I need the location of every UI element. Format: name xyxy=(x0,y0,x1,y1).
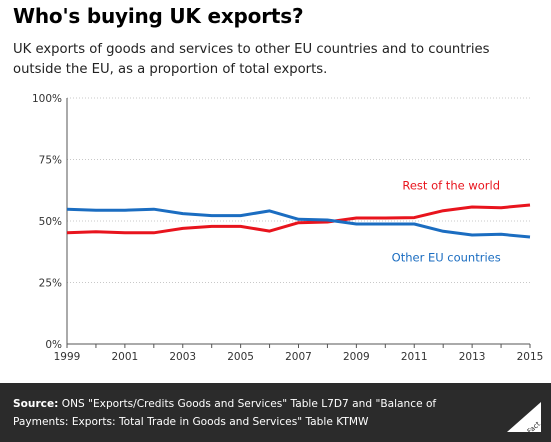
x-tick-label: 2013 xyxy=(459,351,486,363)
series-label-other-eu: Other EU countries xyxy=(392,250,501,264)
line-chart: 0% 25% 50% 75% 100% 1999 2001 2003 2005 2007 2009 2… xyxy=(32,93,544,363)
series-line-rest-of-world xyxy=(66,203,531,235)
x-tick-label: 2005 xyxy=(227,351,254,363)
x-tick-label: 2007 xyxy=(285,351,312,363)
x-tick-label: 2015 xyxy=(517,351,544,363)
full-fact-logo: Full Fact xyxy=(507,402,542,438)
x-tick-label: 2009 xyxy=(343,351,370,363)
source-note: Source: ONS "Exports/Credits Goods and S… xyxy=(13,395,483,431)
x-tick-label: 1999 xyxy=(54,351,81,363)
y-tick-label: 50% xyxy=(39,216,62,228)
y-tick-label: 75% xyxy=(39,155,62,167)
chart-subtitle: UK exports of goods and services to othe… xyxy=(13,42,490,77)
source-footer: Source: ONS "Exports/Credits Goods and S… xyxy=(0,383,551,442)
y-tick-label: 25% xyxy=(39,278,62,290)
x-tick-label: 2003 xyxy=(169,351,196,363)
x-tick-label: 2001 xyxy=(112,351,139,363)
series-label-rest-of-world: Rest of the world xyxy=(402,179,500,193)
y-tick-label: 0% xyxy=(45,339,62,351)
series-line-other-eu xyxy=(66,207,531,239)
chart-title: Who's buying UK exports? xyxy=(13,4,304,28)
source-label: Source: xyxy=(13,398,59,410)
x-tick-label: 2011 xyxy=(401,351,428,363)
source-text: ONS "Exports/Credits Goods and Services"… xyxy=(13,398,437,428)
y-tick-label: 100% xyxy=(32,93,62,105)
